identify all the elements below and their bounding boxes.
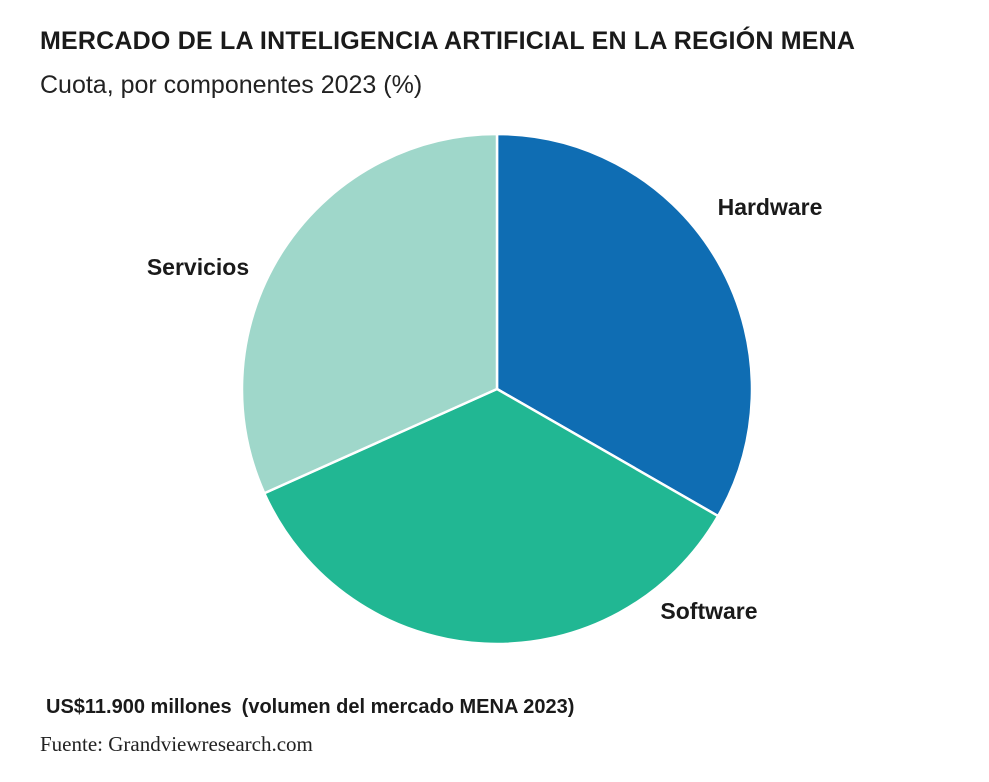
pie-labels: Hardware Software Servicios: [147, 194, 823, 624]
slice-label-software: Software: [660, 598, 757, 624]
pie-slice-hardware: [495, 132, 754, 518]
source-note: Fuente: Grandviewresearch.com: [40, 732, 313, 756]
slice-label-hardware: Hardware: [718, 194, 823, 220]
market-total-note: (volumen del mercado MENA 2023): [241, 696, 575, 718]
pie-slice-software: [263, 387, 720, 646]
pie-slices: [240, 132, 754, 646]
market-total: US$11.900 millones (volumen del mercado M…: [46, 696, 574, 719]
slice-label-servicios: Servicios: [147, 254, 249, 280]
chart-title: MERCADO DE LA INTELIGENCIA ARTIFICIAL EN…: [40, 27, 856, 55]
chart-subtitle: Cuota, por componentes 2023 (%): [40, 71, 423, 99]
market-total-value: US$11.900 millones: [46, 696, 232, 718]
pie-slice-servicios: [240, 132, 499, 495]
